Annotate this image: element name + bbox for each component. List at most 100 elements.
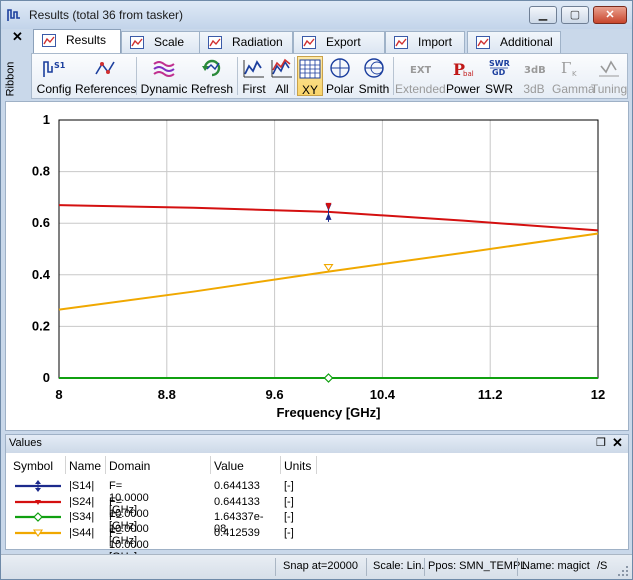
svg-text:P: P (453, 60, 465, 78)
results-tab-icon (42, 34, 56, 47)
ribbon-close-icon[interactable]: ✕ (12, 29, 23, 44)
smith-button[interactable]: Smith (357, 56, 391, 96)
tab-export[interactable]: Export (293, 31, 385, 53)
tool-label: SWR (485, 82, 513, 96)
close-panel-icon[interactable]: ✕ (612, 435, 623, 450)
values-panel-header: Values ❐ ✕ (6, 435, 628, 453)
title-bar: Results (total 36 from tasker) ▁ ▢ ✕ (1, 1, 632, 29)
column-header-units[interactable]: Units (284, 459, 312, 473)
tab-scale[interactable]: Scale (121, 31, 201, 53)
cell-value: 0.644133 (214, 480, 260, 492)
tab-import[interactable]: Import (385, 31, 465, 53)
y-tick-label: 0.2 (32, 318, 50, 333)
column-separator (105, 456, 106, 474)
x-tick-label: 10.4 (370, 387, 396, 402)
tool-label: Dynamic (140, 82, 188, 96)
cell-value: 1.64337e-08 (214, 511, 264, 536)
cell-value: 0.644133 (214, 495, 260, 508)
xy-button[interactable]: XY (297, 56, 323, 97)
maximize-button[interactable]: ▢ (561, 6, 589, 24)
tool-label: Polar (325, 82, 354, 96)
3db-icon: 3dB (524, 65, 545, 76)
x-tick-label: 8 (55, 387, 62, 402)
ribbon-side-label: Ribbon (4, 61, 17, 97)
tool-label: Power (446, 82, 481, 96)
cell-domain: F= 10.0000 [GHz] (109, 495, 149, 532)
toolbar-separator (393, 57, 394, 95)
resize-grip-icon[interactable] (617, 565, 629, 577)
tuning-icon (599, 60, 619, 77)
close-icon: ✕ (605, 9, 615, 21)
close-button[interactable]: ✕ (593, 6, 627, 24)
gamma-button[interactable]: Γ K Gamma (552, 56, 595, 96)
smith-chart-icon (364, 58, 384, 78)
3db-button[interactable]: 3dB 3dB (518, 56, 550, 96)
tab-label: Additional (500, 35, 553, 49)
refresh-button[interactable]: Refresh (189, 56, 235, 96)
y-tick-label: 0.8 (32, 164, 50, 179)
extended-button[interactable]: EXT Extended (395, 56, 446, 96)
tool-label: Config (36, 82, 72, 96)
cell-name: |S44| (69, 527, 95, 540)
tab-additional[interactable]: Additional (467, 31, 561, 53)
scale-tab-icon (130, 36, 144, 49)
marker-s24 (325, 202, 332, 210)
column-separator (280, 456, 281, 474)
tool-label: Tuning (590, 82, 628, 96)
status-extra: /S (597, 560, 608, 572)
status-separator (275, 558, 276, 576)
values-panel: Values ❐ ✕ Symbol Name Domain Value Units |S1… (5, 434, 629, 563)
y-tick-label: 0 (43, 370, 50, 385)
all-button[interactable]: All (269, 56, 295, 96)
plot-area (59, 120, 598, 378)
import-tab-icon (394, 36, 408, 49)
column-header-name[interactable]: Name (69, 459, 102, 473)
y-tick-label: 0.4 (32, 267, 51, 282)
tuning-button[interactable]: Tuning (590, 56, 628, 96)
double-arrow-symbol-icon (15, 480, 61, 492)
svg-text:bal: bal (463, 70, 474, 78)
ribbon-tabs: Results Scale Radiation Export Import Additio… (31, 29, 631, 54)
tab-label: Import (418, 35, 453, 49)
tool-label: Refresh (190, 82, 234, 96)
dynamic-button[interactable]: Dynamic (139, 56, 189, 96)
first-icon (243, 60, 264, 78)
polar-button[interactable]: Polar (323, 56, 357, 96)
swr-button[interactable]: SWR GD SWR (482, 56, 516, 96)
x-tick-label: 9.6 (266, 387, 284, 402)
cell-units: [-] (284, 527, 294, 540)
tool-label: 3dB (523, 82, 545, 96)
first-button[interactable]: First (239, 56, 269, 96)
plot-panel: 8 8.8 9.6 10.4 11.2 12 0 0.2 0.4 0.6 0.8 1 Frequency… (5, 101, 629, 431)
column-header-symbol[interactable]: Symbol (13, 459, 54, 473)
tool-label: Extended (395, 82, 446, 96)
polar-icon (330, 58, 350, 78)
column-separator (65, 456, 66, 474)
cell-units: [-] (284, 480, 294, 492)
status-separator (517, 558, 518, 576)
toolbar-separator (136, 57, 137, 95)
tab-results[interactable]: Results (33, 29, 121, 54)
tab-label: Export (326, 35, 361, 49)
cell-name: |S24| (69, 495, 95, 508)
cell-name: |S14| (69, 480, 95, 492)
references-button[interactable]: References (75, 56, 136, 96)
status-snap: Snap at=20000 (283, 560, 358, 572)
minimize-button[interactable]: ▁ (529, 6, 557, 24)
config-button[interactable]: S11 Config (33, 56, 75, 96)
svg-text:EXT: EXT (410, 65, 431, 76)
column-header-domain[interactable]: Domain (109, 459, 151, 473)
float-panel-icon[interactable]: ❐ (596, 437, 606, 449)
radiation-tab-icon (208, 36, 222, 49)
column-header-value[interactable]: Value (214, 459, 244, 473)
status-name: Name: magict (522, 560, 590, 572)
minimize-icon: ▁ (538, 9, 548, 21)
results-chart[interactable]: 8 8.8 9.6 10.4 11.2 12 0 0.2 0.4 0.6 0.8 1 Frequency… (6, 102, 628, 430)
marker-s34 (323, 373, 334, 383)
tab-radiation[interactable]: Radiation (199, 31, 293, 53)
column-separator (210, 456, 211, 474)
